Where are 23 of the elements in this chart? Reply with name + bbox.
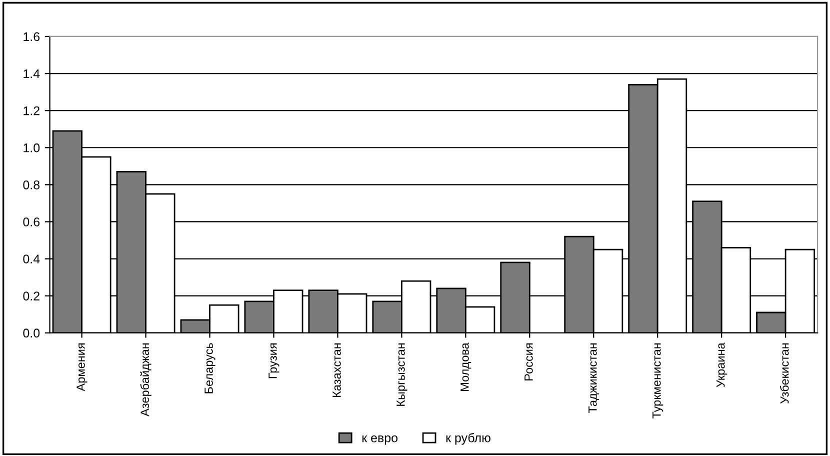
y-tick-label: 0.8: [23, 180, 40, 190]
x-tick-label: Беларусь: [204, 343, 216, 394]
y-tick-label: 1.6: [24, 32, 40, 42]
y-tick-label: 0.2: [23, 292, 40, 300]
x-tick-label: Азербайджан: [140, 343, 152, 416]
x-tick-label: Туркменистан: [652, 343, 664, 418]
legend-label: к евро: [362, 435, 398, 445]
legend-label: к рублю: [446, 432, 490, 445]
y-tick-label: 1.2: [24, 106, 40, 116]
x-tick-label: Таджикистан: [588, 343, 600, 413]
x-tick-label: Узбекистан: [780, 343, 789, 404]
x-tick-label: Армения: [76, 343, 88, 392]
x-tick-label: Казахстан: [332, 343, 341, 397]
x-tick-label: Россия: [524, 343, 533, 380]
y-tick-label: 1.0: [24, 143, 40, 152]
y-tick-label: 0.0: [23, 328, 40, 338]
y-tick-label: 0.4: [23, 254, 40, 264]
x-tick-label: Украина: [716, 342, 728, 388]
y-tick-label: 0.6: [23, 218, 40, 226]
x-tick-label: Грузия: [268, 343, 280, 378]
y-tick-label: 1.4: [24, 69, 40, 78]
x-tick-label: Кыргызстан: [396, 343, 408, 406]
x-tick-label: Молдова: [460, 342, 472, 391]
